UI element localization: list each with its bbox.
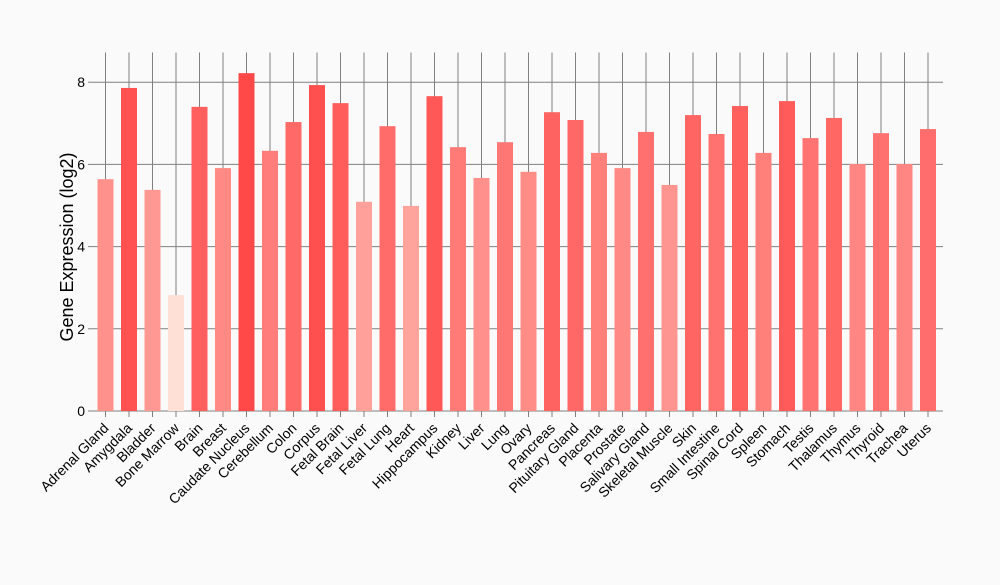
bar-corpus[interactable]	[309, 85, 325, 412]
bar-lung[interactable]	[497, 142, 513, 411]
bar-fetal-brain[interactable]	[332, 103, 349, 411]
bar-fetal-liver[interactable]	[356, 201, 372, 411]
bar-uterus[interactable]	[920, 129, 936, 411]
y-tick-label: 8	[77, 74, 85, 90]
bar-kidney[interactable]	[450, 147, 466, 411]
bar-pituitary-gland[interactable]	[567, 120, 584, 412]
bar-testis[interactable]	[802, 138, 819, 411]
bar-thymus[interactable]	[849, 163, 866, 411]
bar-cerebellum[interactable]	[262, 150, 278, 411]
y-tick-label: 4	[77, 239, 85, 255]
bar-heart[interactable]	[403, 205, 419, 411]
bar-colon[interactable]	[285, 122, 302, 411]
y-tick-label: 2	[77, 321, 85, 337]
bar-hippocampus[interactable]	[426, 96, 443, 411]
bar-breast[interactable]	[215, 168, 231, 411]
bar-liver[interactable]	[473, 177, 490, 411]
y-tick-label: 0	[77, 403, 85, 419]
bar-stomach[interactable]	[779, 101, 795, 411]
bar-placenta[interactable]	[591, 152, 607, 411]
bar-skeletal-muscle[interactable]	[661, 184, 678, 411]
bar-fetal-lung[interactable]	[379, 126, 396, 411]
bar-salivary-gland[interactable]	[638, 131, 654, 411]
bar-skin[interactable]	[685, 115, 701, 411]
bar-prostate[interactable]	[614, 168, 631, 411]
bar-thalamus[interactable]	[826, 117, 842, 411]
bar-bone-marrow[interactable]	[168, 295, 184, 411]
bar-caudate-nucleus[interactable]	[238, 73, 255, 412]
bar-small-intestine[interactable]	[708, 133, 725, 411]
bar-ovary[interactable]	[520, 171, 537, 411]
bar-brain[interactable]	[191, 106, 208, 412]
y-axis-label: Gene Expression (log2)	[57, 152, 77, 341]
bar-adrenal-gland[interactable]	[97, 179, 114, 411]
bar-bladder[interactable]	[144, 189, 161, 411]
y-tick-label: 6	[77, 156, 85, 172]
bar-spleen[interactable]	[755, 152, 772, 411]
bar-pancreas[interactable]	[544, 112, 560, 411]
bar-amygdala[interactable]	[121, 87, 137, 411]
bar-trachea[interactable]	[896, 163, 913, 411]
bar-spinal-cord[interactable]	[732, 106, 748, 412]
bar-thyroid[interactable]	[873, 133, 889, 411]
